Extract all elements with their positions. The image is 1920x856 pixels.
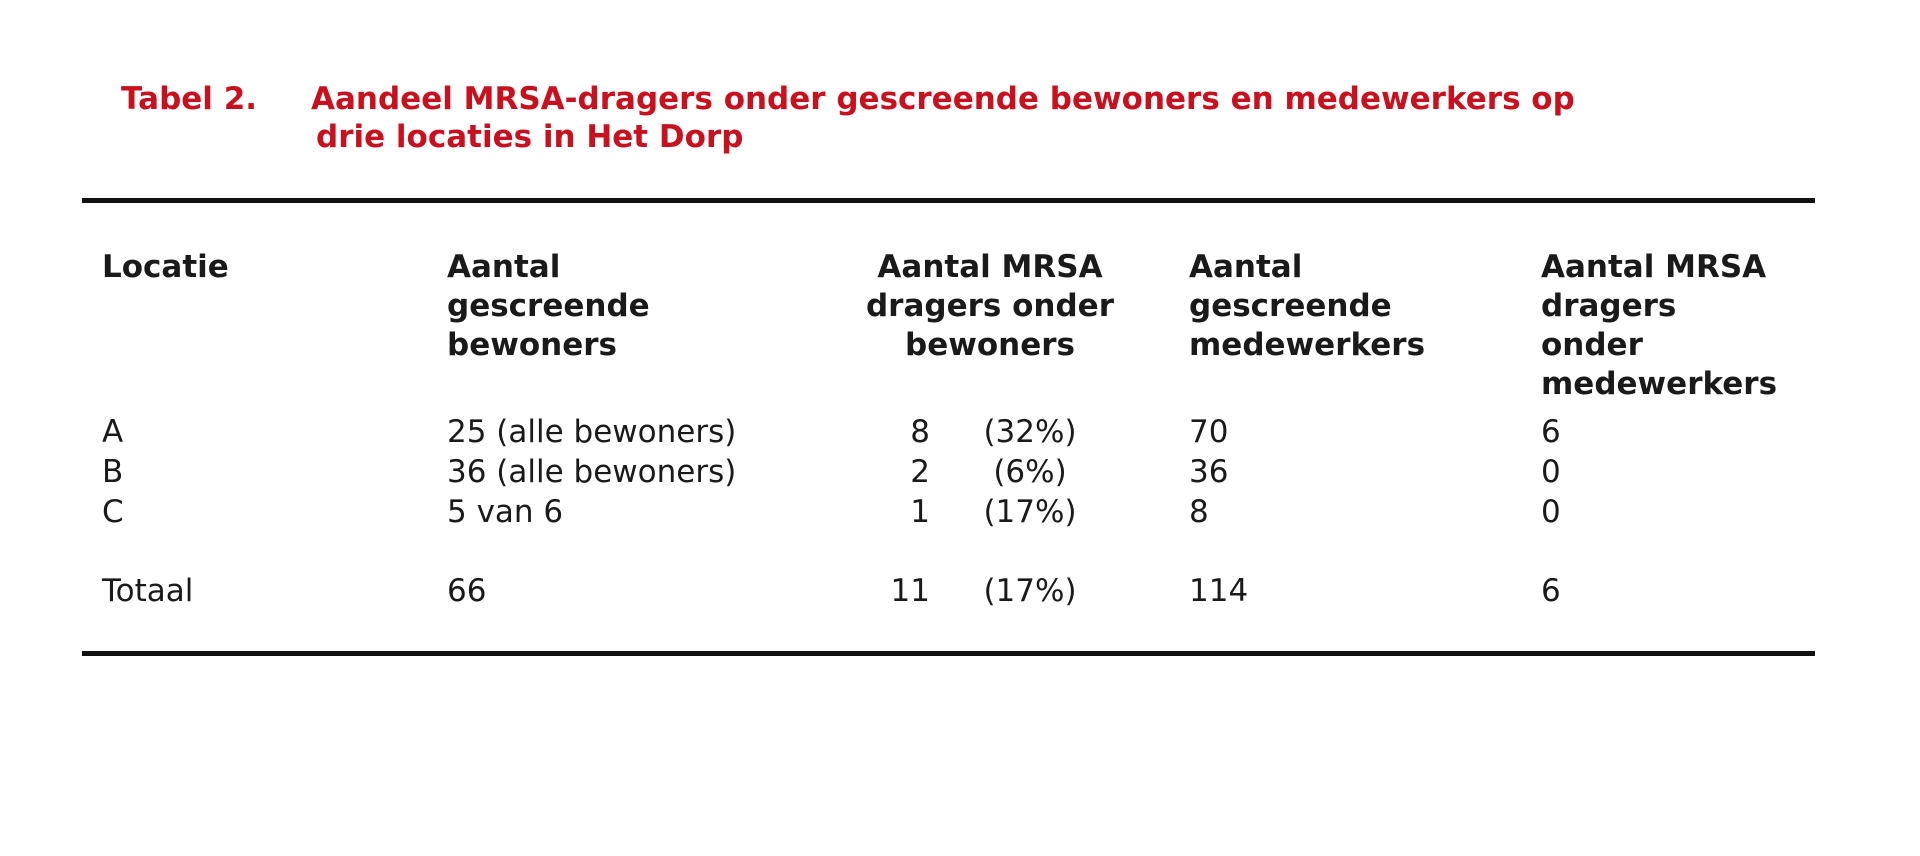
bottom-rule — [82, 651, 1815, 656]
caption-title-line-2: drie locaties in Het Dorp — [316, 119, 744, 155]
cell-locatie: B — [102, 454, 124, 490]
header-line: medewerkers — [1541, 366, 1778, 402]
header-locatie: Locatie — [102, 248, 229, 287]
total-mrsa-medewerkers: 6 — [1541, 573, 1561, 609]
cell-medewerkers: 36 — [1189, 454, 1229, 490]
cell-mrsa-percent: (17%) — [983, 494, 1077, 530]
cell-mrsa-count: 1 — [910, 494, 930, 530]
total-mrsa-count: 11 — [890, 573, 930, 609]
header-line: gescreende — [1189, 288, 1392, 324]
cell-medewerkers: 70 — [1189, 414, 1229, 450]
header-line: Aantal — [447, 249, 561, 285]
header-gescreende-medewerkers: Aantal gescreende medewerkers — [1189, 248, 1425, 365]
header-line: dragers — [1541, 288, 1677, 324]
header-gescreende-bewoners: Aantal gescreende bewoners — [447, 248, 650, 365]
header-mrsa-bewoners: Aantal MRSA dragers onder bewoners — [855, 248, 1125, 365]
total-bewoners: 66 — [447, 573, 487, 609]
header-line: bewoners — [905, 327, 1075, 363]
cell-locatie: A — [102, 414, 124, 450]
header-line: gescreende — [447, 288, 650, 324]
header-locatie-line: Locatie — [102, 249, 229, 285]
cell-mrsa-medewerkers: 6 — [1541, 414, 1561, 450]
header-mrsa-medewerkers: Aantal MRSA dragers onder medewerkers — [1541, 248, 1777, 404]
caption-title-line-1: Aandeel MRSA-dragers onder gescreende be… — [311, 81, 1575, 117]
caption-label: Tabel 2. — [121, 81, 258, 117]
table-caption: Tabel 2. Aandeel MRSA-dragers onder gescr… — [121, 80, 1721, 156]
header-line: medewerkers — [1189, 327, 1426, 363]
cell-mrsa-count: 8 — [910, 414, 930, 450]
cell-medewerkers: 8 — [1189, 494, 1209, 530]
top-rule — [82, 198, 1815, 203]
cell-bewoners: 5 van 6 — [447, 494, 564, 530]
header-line: onder — [1541, 327, 1643, 363]
cell-locatie: C — [102, 494, 124, 530]
cell-mrsa-medewerkers: 0 — [1541, 494, 1561, 530]
total-medewerkers: 114 — [1189, 573, 1249, 609]
header-line: Aantal MRSA — [1541, 249, 1767, 285]
header-line: dragers onder — [865, 288, 1114, 324]
header-line: bewoners — [447, 327, 617, 363]
header-line: Aantal MRSA — [877, 249, 1103, 285]
cell-mrsa-count: 2 — [910, 454, 930, 490]
cell-bewoners: 25 (alle bewoners) — [447, 414, 737, 450]
total-label: Totaal — [102, 573, 194, 609]
cell-mrsa-percent: (32%) — [983, 414, 1077, 450]
cell-bewoners: 36 (alle bewoners) — [447, 454, 737, 490]
header-line: Aantal — [1189, 249, 1303, 285]
cell-mrsa-percent: (6%) — [993, 454, 1067, 490]
cell-mrsa-medewerkers: 0 — [1541, 454, 1561, 490]
total-mrsa-percent: (17%) — [983, 573, 1077, 609]
